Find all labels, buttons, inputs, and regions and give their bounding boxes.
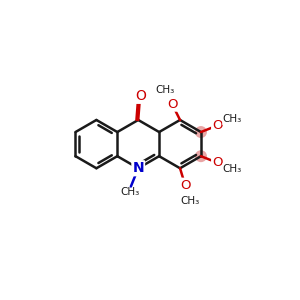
- Text: O: O: [180, 179, 190, 192]
- Text: CH₃: CH₃: [180, 196, 200, 206]
- Text: CH₃: CH₃: [223, 164, 242, 174]
- Text: N: N: [132, 161, 144, 175]
- Circle shape: [196, 151, 206, 161]
- Text: O: O: [212, 156, 223, 169]
- Text: O: O: [212, 119, 223, 132]
- Text: CH₃: CH₃: [120, 188, 139, 197]
- Text: O: O: [167, 98, 177, 111]
- Text: CH₃: CH₃: [155, 85, 175, 95]
- Text: O: O: [135, 89, 146, 103]
- Text: CH₃: CH₃: [223, 115, 242, 124]
- Circle shape: [196, 127, 206, 137]
